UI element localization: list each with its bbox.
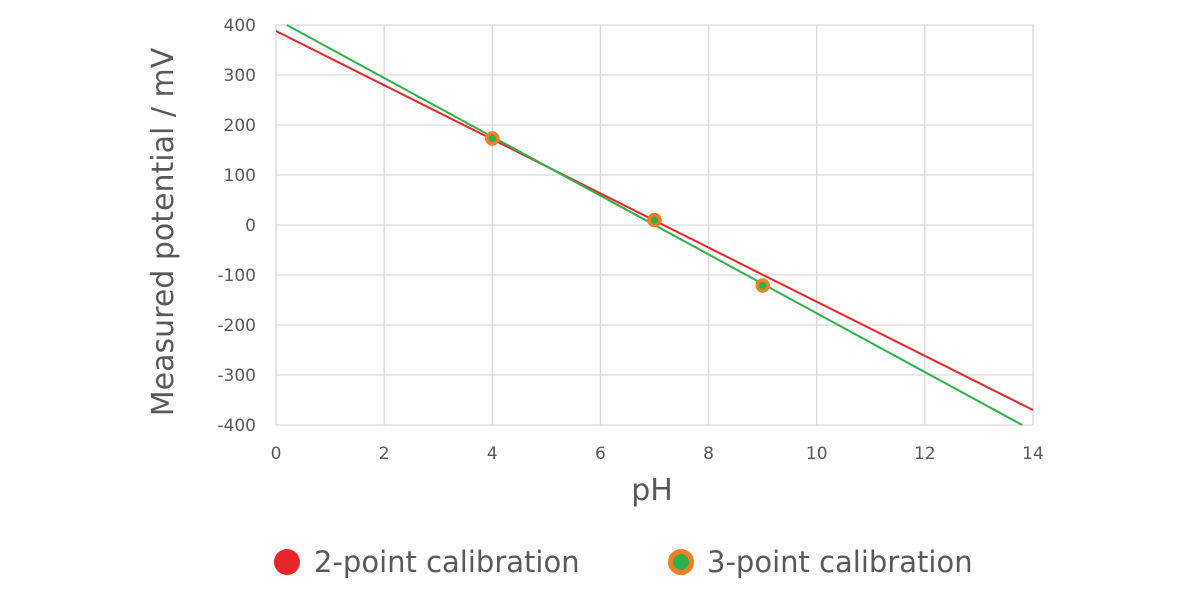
x-tick-label: 0 (271, 444, 282, 464)
y-tick-label: 400 (224, 16, 256, 36)
x-tick-label: 6 (595, 444, 606, 464)
legend-marker-3-point (668, 549, 694, 575)
data-points (485, 131, 770, 293)
y-tick-label: 300 (224, 66, 256, 86)
y-tick-label: 100 (224, 166, 256, 186)
data-point (647, 212, 662, 228)
data-point (485, 131, 500, 146)
y-tick-label: -200 (217, 316, 256, 336)
x-tick-label: 4 (487, 444, 498, 464)
legend-label-2-point: 2-point calibration (314, 545, 580, 579)
x-tick-label: 12 (914, 444, 936, 464)
y-tick-label: 200 (224, 116, 256, 136)
y-tick-label: -100 (217, 266, 256, 286)
y-axis-title: Measured potential / mV (146, 47, 181, 416)
x-tick-label: 10 (806, 444, 828, 464)
x-tick-label: 14 (1022, 444, 1044, 464)
y-tick-label: -300 (217, 366, 256, 386)
y-axis-ticks: 400 300 200 100 0 -100 -200 -300 -400 (217, 16, 256, 436)
data-point (755, 278, 770, 293)
x-axis-title: pH (631, 473, 673, 508)
y-tick-label: -400 (217, 416, 256, 436)
legend-label-3-point: 3-point calibration (707, 545, 973, 579)
x-tick-label: 2 (379, 444, 390, 464)
legend-marker-2-point (274, 549, 300, 575)
x-axis-ticks: 0 2 4 6 8 10 12 14 (271, 444, 1044, 464)
x-tick-label: 8 (703, 444, 714, 464)
y-tick-label: 0 (245, 216, 256, 236)
legend: 2-point calibration 3-point calibration (274, 545, 973, 579)
